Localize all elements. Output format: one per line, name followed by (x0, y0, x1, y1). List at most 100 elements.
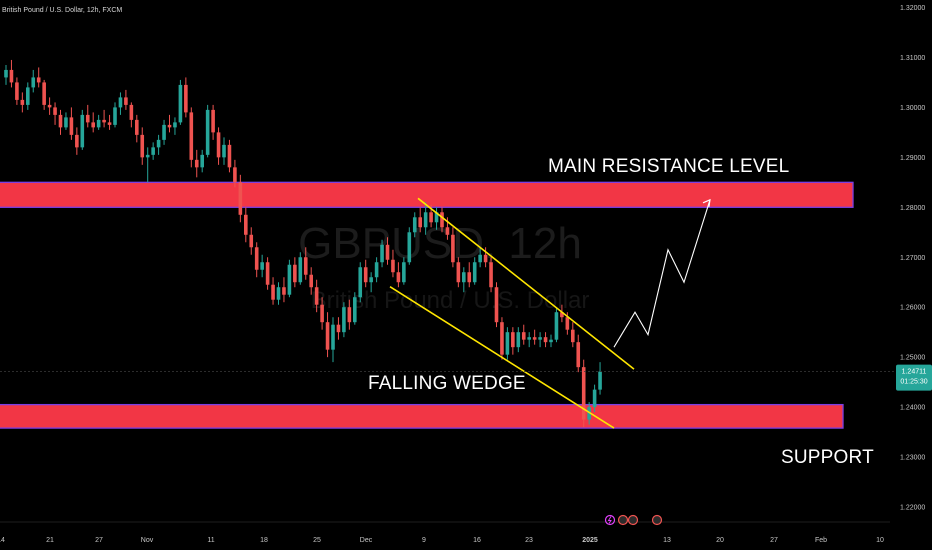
candle (543, 332, 548, 348)
symbol-header[interactable]: British Pound / U.S. Dollar, 12h, FXCM (2, 7, 122, 14)
support-zone[interactable] (0, 403, 844, 429)
x-tick-label: 21 (46, 537, 54, 544)
candle-body (20, 99, 25, 105)
x-tick-label: 16 (473, 537, 481, 544)
candle-body (205, 109, 210, 155)
candle (271, 277, 275, 305)
watermark-description: British Pound / U.S. Dollar (311, 287, 590, 314)
x-tick-label: 10 (876, 537, 884, 544)
candle (423, 202, 428, 235)
x-tick-label: 20 (716, 537, 724, 544)
candle-body (445, 227, 450, 235)
candle (451, 227, 455, 268)
candle-body (211, 109, 215, 133)
candle-body (151, 147, 155, 155)
candle (549, 334, 553, 348)
x-tick-label: 18 (260, 537, 268, 544)
candle-body (483, 254, 488, 263)
wedge-lower-line[interactable] (389, 286, 615, 429)
candle-body (576, 342, 581, 368)
candle (26, 82, 30, 110)
watermark-symbol: GBPUSD, 12h (298, 219, 582, 268)
candle (53, 102, 57, 125)
y-tick-label: 1.24000 (900, 405, 925, 412)
x-tick-label: 13 (663, 537, 671, 544)
candle-body (80, 114, 85, 148)
y-tick-label: 1.28000 (900, 205, 925, 212)
candle-body (342, 307, 346, 333)
candle (391, 249, 395, 278)
flag-icon-event[interactable] (651, 514, 663, 526)
candle-body (565, 317, 570, 330)
flash-icon[interactable] (604, 514, 616, 526)
candle (440, 207, 444, 233)
candle (314, 279, 319, 313)
candle (184, 77, 188, 118)
candle (85, 104, 90, 128)
candle-body (69, 117, 74, 135)
flag-icon-uk[interactable] (617, 514, 629, 526)
projection-path[interactable] (613, 199, 711, 348)
candle (47, 97, 52, 115)
candle-body (598, 371, 602, 390)
candle-body (412, 217, 417, 233)
candle-body (320, 304, 324, 323)
candle-body (380, 244, 384, 263)
resistance-zone[interactable] (0, 181, 854, 208)
candle (353, 292, 357, 325)
candle-body (429, 212, 433, 223)
candle-body (571, 329, 575, 343)
candle (96, 114, 101, 130)
resistance-label: MAIN RESISTANCE LEVEL (548, 156, 789, 177)
wedge-upper-line[interactable] (417, 197, 635, 370)
candle (189, 107, 194, 168)
candle-body (347, 307, 352, 323)
event-icons[interactable] (604, 514, 663, 526)
candle-body (516, 332, 521, 348)
candle-body (287, 264, 292, 295)
flag-icon-us[interactable] (627, 514, 639, 526)
candle (265, 257, 270, 290)
candle (205, 104, 210, 158)
candle (102, 109, 106, 128)
candle-body (282, 287, 286, 295)
candle (135, 114, 139, 143)
support-label: SUPPORT (781, 447, 874, 468)
candle-body (396, 272, 401, 283)
candle (598, 362, 602, 395)
candle (342, 302, 346, 338)
candle (113, 102, 117, 128)
candle-body (271, 284, 275, 300)
candle-body (124, 97, 128, 105)
candle-body (467, 272, 472, 283)
candle-body (233, 167, 237, 183)
candle (107, 114, 112, 130)
y-axis[interactable]: 1.32000 1.31000 1.30000 1.29000 1.28000 1.270… (900, 5, 925, 512)
x-tick-label: 14 (0, 537, 5, 544)
candle-body (303, 257, 308, 275)
candle (173, 117, 177, 135)
drawings (389, 197, 711, 429)
x-tick-label: Nov (141, 537, 154, 544)
x-axis[interactable]: 14 21 27 Nov 11 18 25 Dec 9 16 23 2025 13 20 27 Feb 10 (0, 537, 884, 544)
candle-body (91, 122, 95, 128)
candle-body (532, 337, 537, 340)
candle-body (298, 257, 303, 283)
candle (494, 282, 499, 328)
candle (325, 312, 330, 358)
candle (369, 272, 373, 293)
candle (129, 102, 134, 128)
candle (412, 212, 417, 238)
candle-body (4, 69, 8, 78)
candle-body (222, 144, 226, 158)
x-tick-label: Feb (815, 537, 827, 544)
candle (456, 257, 461, 288)
price-badge: 1.24711 01:25:30 (896, 364, 932, 391)
candle-body (58, 114, 63, 128)
candle (254, 242, 259, 278)
candle (118, 92, 123, 115)
candle-body (238, 182, 243, 215)
x-tick-label: 25 (313, 537, 321, 544)
